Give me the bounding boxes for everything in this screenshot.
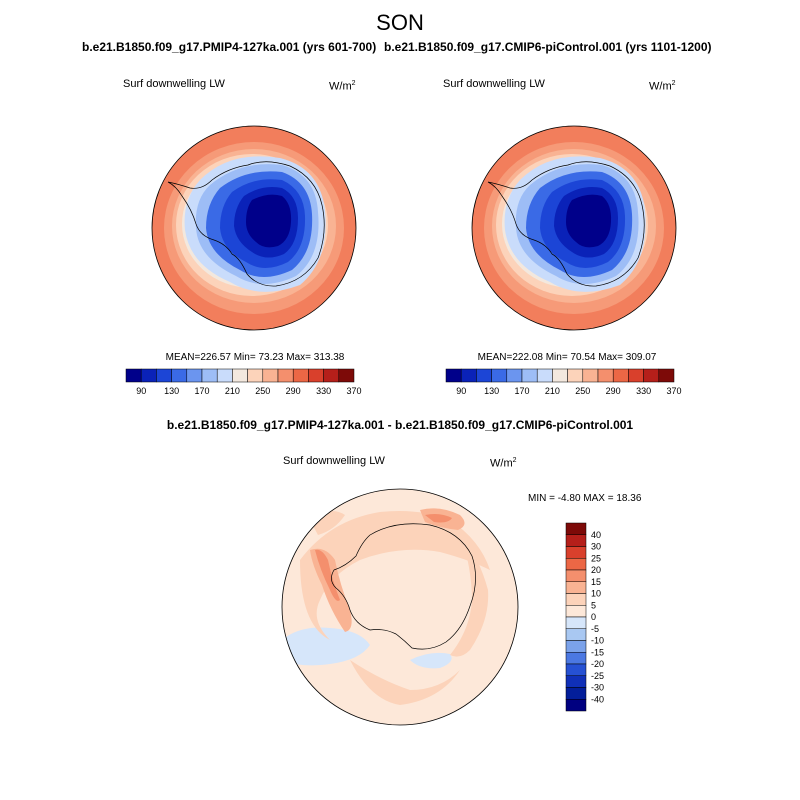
- right-colorbar-box: [445, 368, 462, 383]
- difference-colorbar-tick: 20: [591, 565, 601, 575]
- difference-colorbar-box: [565, 640, 587, 653]
- left-colorbar-box: [323, 368, 340, 383]
- difference-colorbar-box: [565, 628, 587, 641]
- left-colorbar-box: [171, 368, 188, 383]
- difference-colorbar-box: [565, 522, 587, 535]
- right-units-label: W/m2: [649, 80, 676, 93]
- left-colorbar-box: [232, 368, 248, 383]
- left-colorbar-tick: 370: [346, 386, 361, 396]
- right-colorbar-box: [643, 368, 660, 383]
- difference-colorbar-tick: 25: [591, 553, 601, 563]
- right-antarctica-coastline: [487, 161, 645, 287]
- difference-panel-title: b.e21.B1850.f09_g17.PMIP4-127ka.001 - b.…: [166, 418, 634, 432]
- difference-variable-label: Surf downwelling LW: [283, 455, 385, 467]
- right-colorbar-tick: 130: [484, 386, 499, 396]
- difference-colorbar-box: [565, 581, 587, 594]
- left-colorbar-tick: 290: [286, 386, 301, 396]
- left-colorbar-box: [156, 368, 172, 383]
- difference-colorbar-box: [565, 569, 587, 582]
- left-stats: MEAN=226.57 Min= 73.23 Max= 313.38: [165, 352, 345, 363]
- right-colorbar-box: [552, 368, 568, 383]
- difference-units-label: W/m2: [490, 457, 517, 470]
- right-colorbar-box: [536, 368, 553, 383]
- difference-colorbar-tick: -25: [591, 671, 604, 681]
- difference-colorbar-tick: 15: [591, 577, 601, 587]
- left-colorbar-tick: 250: [255, 386, 270, 396]
- left-colorbar-box: [262, 368, 279, 383]
- left-colorbar-box: [277, 368, 294, 383]
- left-colorbar-tick: 130: [164, 386, 179, 396]
- left-colorbar-box: [292, 368, 309, 383]
- right-colorbar-tick: 250: [575, 386, 590, 396]
- right-colorbar-tick: 90: [456, 386, 466, 396]
- left-panel-title: b.e21.B1850.f09_g17.PMIP4-127ka.001 (yrs…: [82, 40, 377, 54]
- difference-colorbar-tick: 5: [591, 600, 596, 610]
- difference-colorbar-box: [565, 546, 587, 559]
- difference-colorbar-tick: 40: [591, 530, 601, 540]
- right-colorbar-tick: 170: [514, 386, 529, 396]
- difference-colorbar-tick: -5: [591, 624, 599, 634]
- right-panel-title: b.e21.B1850.f09_g17.CMIP6-piControl.001 …: [384, 40, 712, 54]
- right-map: [472, 126, 676, 330]
- right-colorbar-tick: 370: [666, 386, 681, 396]
- left-map: [152, 126, 356, 330]
- figure-title: SON: [376, 10, 424, 35]
- right-colorbar-box: [567, 368, 584, 383]
- right-colorbar-box: [521, 368, 538, 383]
- left-colorbar-tick: 170: [194, 386, 209, 396]
- left-antarctica-coastline: [167, 161, 325, 287]
- right-colorbar-box: [460, 368, 477, 383]
- left-colorbar-box: [308, 368, 324, 383]
- difference-colorbar-tick: -10: [591, 636, 604, 646]
- left-colorbar-box: [247, 368, 264, 383]
- right-colorbar-box: [582, 368, 599, 383]
- difference-colorbar-box: [565, 699, 587, 712]
- difference-colorbar-tick: -15: [591, 647, 604, 657]
- left-colorbar-box: [201, 368, 218, 383]
- difference-colorbar-tick: 30: [591, 542, 601, 552]
- left-colorbar-tick: 90: [136, 386, 146, 396]
- difference-colorbar-tick: 0: [591, 612, 596, 622]
- left-colorbar-box: [338, 368, 355, 383]
- difference-colorbar-tick: 10: [591, 589, 601, 599]
- right-colorbar-box: [476, 368, 492, 383]
- right-variable-label: Surf downwelling LW: [443, 78, 545, 90]
- right-colorbar-box: [612, 368, 629, 383]
- difference-colorbar-box: [565, 605, 587, 618]
- difference-colorbar-box: [565, 652, 587, 665]
- difference-colorbar-box: [565, 687, 587, 700]
- left-colorbar-box: [125, 368, 142, 383]
- difference-colorbar-box: [565, 593, 587, 606]
- difference-colorbar-tick: -30: [591, 683, 604, 693]
- difference-antarctica-coastline: [331, 523, 476, 650]
- right-colorbar: 90 130 170 210 250 290 330 370: [445, 368, 682, 396]
- difference-colorbar-box: [565, 675, 587, 688]
- left-colorbar-box: [140, 368, 157, 383]
- difference-colorbar-tick: -20: [591, 659, 604, 669]
- left-colorbar-tick: 210: [225, 386, 240, 396]
- right-colorbar-box: [597, 368, 614, 383]
- left-colorbar-box: [216, 368, 233, 383]
- difference-colorbar-tick: -40: [591, 694, 604, 704]
- left-colorbar-box: [186, 368, 203, 383]
- left-colorbar: 90 130 170 210 250 290 330 370: [125, 368, 362, 396]
- right-colorbar-box: [506, 368, 523, 383]
- left-units-label: W/m2: [329, 80, 356, 93]
- right-colorbar-box: [491, 368, 508, 383]
- left-colorbar-tick: 330: [316, 386, 331, 396]
- difference-colorbar-box: [565, 663, 587, 676]
- difference-colorbar-box: [565, 558, 587, 571]
- difference-colorbar-box: [565, 534, 587, 547]
- right-colorbar-tick: 210: [545, 386, 560, 396]
- difference-minmax: MIN = -4.80 MAX = 18.36: [528, 493, 642, 504]
- right-colorbar-box: [628, 368, 644, 383]
- right-colorbar-box: [658, 368, 675, 383]
- right-colorbar-tick: 290: [606, 386, 621, 396]
- left-variable-label: Surf downwelling LW: [123, 78, 225, 90]
- difference-colorbar-box: [565, 616, 587, 629]
- right-colorbar-tick: 330: [636, 386, 651, 396]
- right-stats: MEAN=222.08 Min= 70.54 Max= 309.07: [477, 352, 657, 363]
